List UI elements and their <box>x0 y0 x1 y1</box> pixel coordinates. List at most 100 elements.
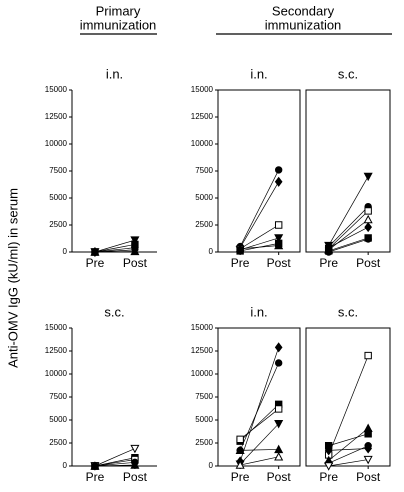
panel-title: i.n. <box>250 66 267 81</box>
marker <box>130 236 140 245</box>
header-line: Secondary <box>272 3 335 18</box>
marker <box>130 246 140 256</box>
y-tick-label: 7500 <box>49 392 67 401</box>
y-tick-label: 12500 <box>191 346 214 355</box>
x-tick-label: Pre <box>319 256 338 270</box>
marker <box>324 445 333 456</box>
marker <box>364 443 372 454</box>
pair-line <box>328 428 369 461</box>
y-tick-label: 10000 <box>191 139 214 148</box>
marker <box>274 359 283 367</box>
panel-title: i.n. <box>250 304 267 319</box>
y-tick-label: 15000 <box>45 323 68 332</box>
y-tick-label: 0 <box>209 461 214 470</box>
y-tick-label: 5000 <box>195 193 213 202</box>
panel-frame <box>217 327 301 467</box>
marker <box>363 214 373 224</box>
marker <box>274 405 283 413</box>
y-tick-label: 15000 <box>45 85 68 94</box>
y-tick-label: 15000 <box>191 85 214 94</box>
pair-line <box>328 206 369 247</box>
marker <box>90 461 100 470</box>
marker <box>274 234 284 243</box>
y-tick-label: 5000 <box>49 193 67 202</box>
marker <box>364 222 372 233</box>
y-tick-label: 15000 <box>191 323 214 332</box>
marker <box>364 351 372 360</box>
marker <box>274 452 284 461</box>
marker <box>274 221 283 229</box>
x-tick-label: Post <box>123 256 148 270</box>
marker <box>130 444 140 454</box>
header-line: immunization <box>80 17 157 32</box>
x-tick-label: Post <box>356 256 381 270</box>
panel-title: s.c. <box>104 304 124 319</box>
pair-line <box>328 237 369 252</box>
marker <box>364 430 372 438</box>
pair-line <box>240 237 279 251</box>
panel-title: s.c. <box>338 66 358 81</box>
y-tick-label: 0 <box>63 247 68 256</box>
pair-line <box>239 347 280 462</box>
pair-line <box>328 448 369 451</box>
y-tick-label: 2500 <box>195 438 213 447</box>
marker <box>274 240 284 250</box>
x-tick-label: Pre <box>86 470 105 484</box>
x-tick-label: Pre <box>319 470 338 484</box>
pair-line <box>328 219 369 251</box>
y-tick-label: 2500 <box>49 220 67 229</box>
header-line: immunization <box>265 17 342 32</box>
y-axis-label: Anti-OMV IgG (kU/ml) in serum <box>5 188 20 368</box>
y-tick-label: 12500 <box>191 112 214 121</box>
pair-line <box>94 459 135 467</box>
y-tick-label: 10000 <box>45 369 68 378</box>
marker <box>274 419 284 429</box>
pair-line <box>240 245 279 250</box>
y-tick-label: 12500 <box>45 112 68 121</box>
marker <box>274 176 283 187</box>
marker <box>236 435 244 444</box>
pair-line <box>240 456 279 466</box>
pair-line <box>239 181 279 248</box>
pair-line <box>239 404 279 442</box>
pair-line <box>328 226 369 248</box>
marker <box>235 244 245 253</box>
pair-line <box>239 362 280 451</box>
pair-line <box>328 176 369 246</box>
marker <box>235 460 245 469</box>
marker <box>363 172 373 182</box>
y-tick-label: 0 <box>209 247 214 256</box>
y-tick-label: 10000 <box>191 369 214 378</box>
pair-line <box>240 449 279 451</box>
pair-line <box>239 408 279 440</box>
marker <box>364 235 372 243</box>
y-tick-label: 0 <box>63 461 68 470</box>
x-tick-label: Post <box>356 470 381 484</box>
pair-line <box>328 433 369 447</box>
panel-frame <box>305 327 391 467</box>
panel-frame <box>217 89 301 253</box>
x-tick-label: Pre <box>86 256 105 270</box>
pair-line <box>94 251 135 253</box>
pair-line <box>328 238 369 253</box>
pair-line <box>94 244 135 253</box>
pair-line <box>328 210 369 250</box>
marker <box>274 166 283 174</box>
x-tick-label: Post <box>267 470 292 484</box>
y-tick-label: 10000 <box>45 139 68 148</box>
pair-line <box>94 464 135 467</box>
pair-line <box>239 169 279 247</box>
y-tick-label: 2500 <box>195 220 213 229</box>
y-tick-label: 7500 <box>195 392 213 401</box>
x-tick-label: Post <box>123 470 148 484</box>
pair-line <box>94 239 135 253</box>
pair-line <box>94 448 136 467</box>
marker <box>235 445 245 455</box>
marker <box>130 460 140 469</box>
pair-line <box>94 461 135 467</box>
pair-line <box>239 224 279 250</box>
marker <box>274 342 283 353</box>
pair-line <box>239 423 279 465</box>
marker <box>90 247 100 256</box>
